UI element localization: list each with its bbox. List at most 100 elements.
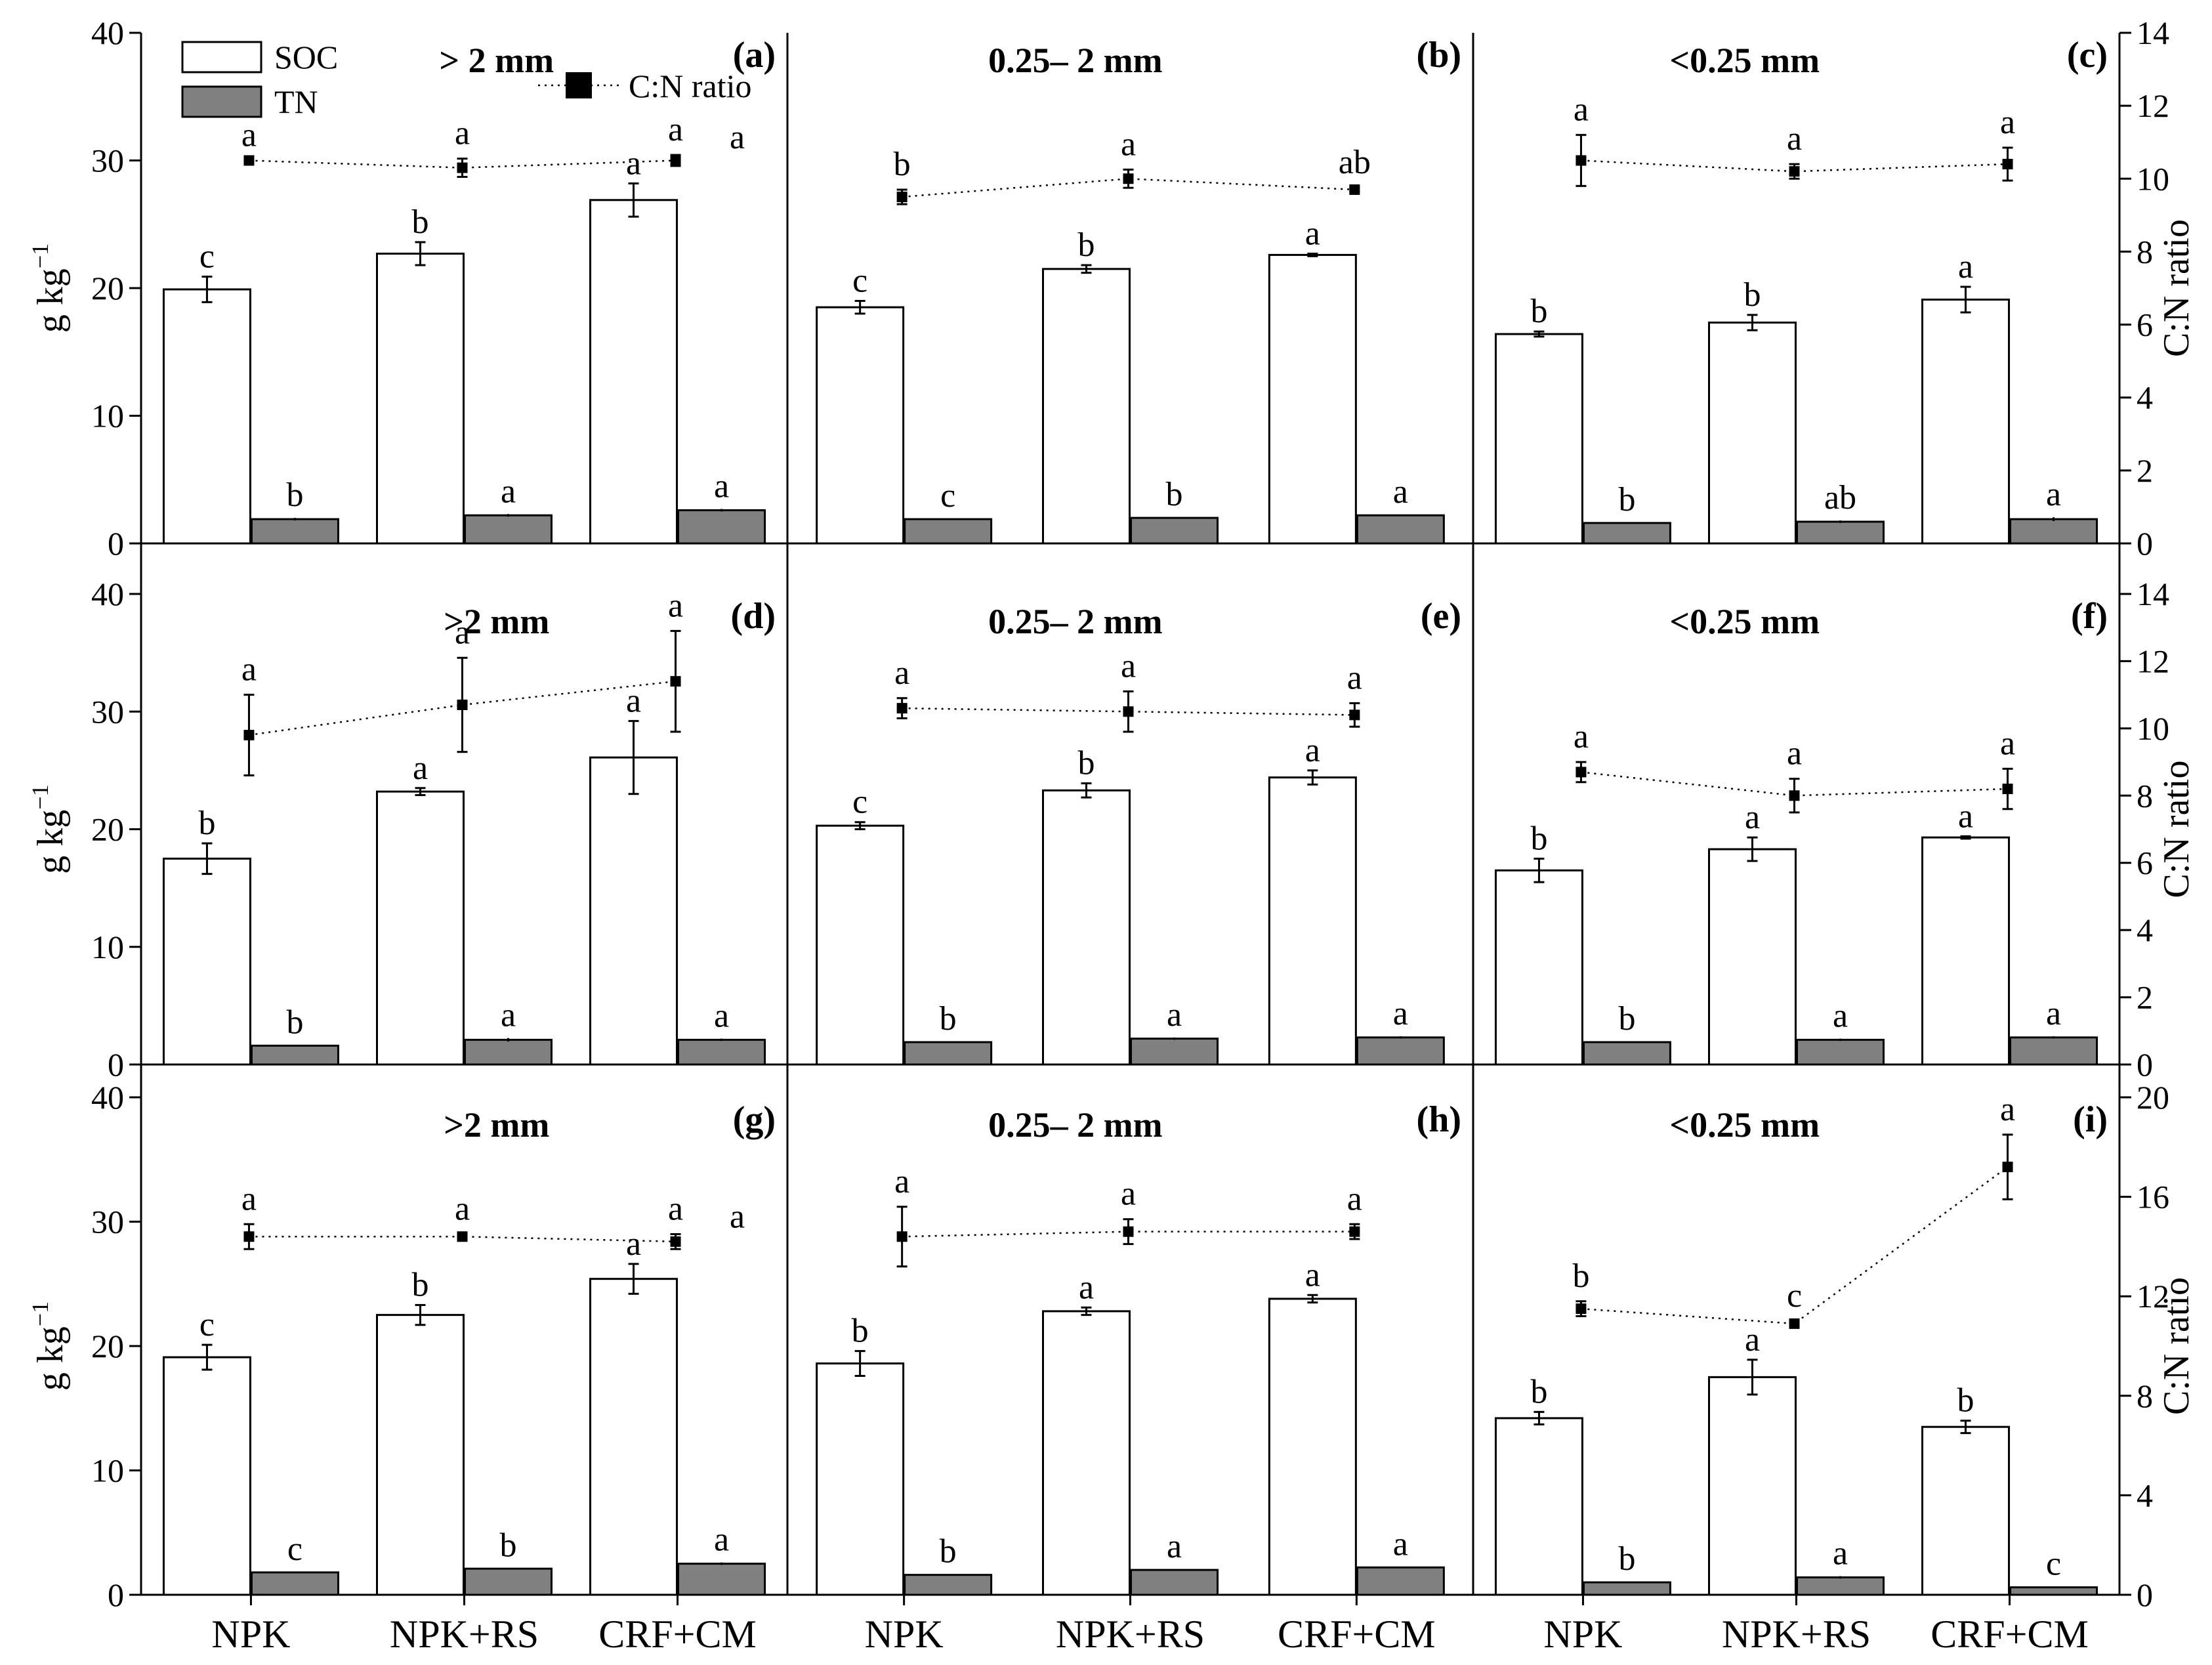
soc-bar <box>162 1356 251 1596</box>
left-tick-label: 20 <box>91 811 124 848</box>
soc-significance-label: b <box>1744 276 1761 314</box>
right-tick-label: 14 <box>2137 14 2169 51</box>
right-tick-label: 8 <box>2137 233 2153 270</box>
tn-bar <box>1356 1566 1445 1596</box>
cn-significance-label: a <box>894 654 909 692</box>
x-category-label: CRF+CM <box>598 1612 757 1656</box>
soc-significance-label: b <box>412 1266 429 1303</box>
tn-bar <box>1130 1038 1219 1066</box>
right-tick-label: 20 <box>2137 1079 2169 1116</box>
soc-bar <box>1042 1310 1131 1596</box>
left-tick-label: 40 <box>91 1079 124 1116</box>
tn-significance-label: b <box>1618 1540 1635 1578</box>
right-axis-label: C:N ratio <box>2156 761 2197 898</box>
tn-significance-label: a <box>1167 1528 1182 1565</box>
tn-bar <box>250 518 339 545</box>
tn-significance-label: a <box>714 998 729 1035</box>
cn-ratio-point <box>1789 790 1800 801</box>
left-tick-label: 0 <box>108 1046 124 1083</box>
soc-bar <box>162 857 251 1066</box>
legend: SOC TN C:N ratio <box>181 39 751 120</box>
tn-bar <box>1582 1581 1671 1596</box>
panel-label: (a) <box>733 35 776 75</box>
soc-significance-label: a <box>626 1225 641 1263</box>
left-tick-label: 10 <box>91 398 124 434</box>
right-tick-label: 8 <box>2137 1378 2153 1414</box>
soc-bar <box>816 306 905 545</box>
right-tick-label: 14 <box>2137 576 2169 612</box>
soc-significance-label: b <box>198 805 215 842</box>
soc-significance-label: a <box>1958 797 1973 835</box>
cn-ratio-point <box>1123 173 1134 184</box>
cn-ratio-point <box>1576 1303 1587 1315</box>
right-tick-label: 12 <box>2137 1278 2169 1315</box>
cn-significance-label: a <box>1121 125 1136 163</box>
left-axis-label-exponent: −1 <box>27 243 53 268</box>
right-tick-label: 4 <box>2137 379 2153 416</box>
soc-bar <box>1042 789 1131 1066</box>
right-tick-label: 0 <box>2137 1046 2153 1083</box>
cn-significance-label: a <box>455 115 470 152</box>
cn-ratio-line <box>249 159 676 169</box>
cn-ratio-point <box>670 1236 681 1247</box>
soc-significance-label: a <box>626 145 641 182</box>
right-tick-label: 8 <box>2137 777 2153 814</box>
tn-bar <box>1796 1038 1885 1066</box>
tn-significance-label: a <box>1167 996 1182 1034</box>
tn-significance-label: ab <box>1824 479 1856 516</box>
soc-significance-label: a <box>1745 1321 1760 1359</box>
right-tick-label: 4 <box>2137 912 2153 948</box>
cn-significance-label: a <box>1574 718 1589 755</box>
soc-bar <box>1042 268 1131 545</box>
panel-label: (b) <box>1417 35 1461 75</box>
tn-significance-label: a <box>1393 1525 1408 1563</box>
soc-bar <box>816 824 905 1066</box>
right-tick-label: 10 <box>2137 710 2169 747</box>
left-tick-label: 10 <box>91 929 124 965</box>
soc-significance-label: b <box>852 1313 869 1350</box>
soc-bar <box>1708 322 1797 545</box>
left-axis-label-text: g kg <box>30 268 71 333</box>
tn-significance-label: a <box>501 997 516 1034</box>
right-tick-label: 10 <box>2137 160 2169 197</box>
tn-bar <box>1356 1036 1445 1066</box>
tn-significance-label: a <box>501 473 516 510</box>
panel-label: (i) <box>2073 1099 2108 1140</box>
left-tick-label: 10 <box>91 1452 124 1489</box>
cn-ratio-point <box>896 703 908 714</box>
tn-significance-label: a <box>714 1521 729 1559</box>
soc-bar <box>1268 1297 1357 1596</box>
left-tick-label: 0 <box>108 525 124 562</box>
cn-significance-label: a <box>1787 120 1802 158</box>
tn-bar <box>250 1571 339 1596</box>
cn-significance-label: a <box>894 1163 909 1200</box>
tn-bar <box>1582 1041 1671 1066</box>
left-axis-label: g kg−1 <box>27 784 71 874</box>
panel-label: (h) <box>1417 1099 1461 1140</box>
soc-bar <box>816 1362 905 1596</box>
tn-significance-label: b <box>286 476 303 514</box>
panel-title: <0.25 mm <box>1669 41 1820 80</box>
cn-ratio-point <box>457 1231 468 1242</box>
x-category-label: NPK <box>211 1612 290 1656</box>
tn-bar <box>464 1567 553 1596</box>
left-tick-label: 0 <box>108 1576 124 1613</box>
soc-significance-label: a <box>1305 1256 1320 1294</box>
panel-h: b b a a a a a a a 0.25– 2 mm (h) <box>816 1099 1461 1596</box>
cn-significance-label: a <box>241 117 257 154</box>
right-tick-label: 16 <box>2137 1179 2169 1215</box>
cn-ratio-point <box>896 192 908 203</box>
cn-significance-label: a <box>1347 659 1362 696</box>
left-axis-label-text: g kg <box>30 1326 71 1391</box>
panel-label: (c) <box>2067 35 2108 75</box>
panel-title: >2 mm <box>444 602 549 641</box>
panel-title: 0.25– 2 mm <box>988 1105 1162 1145</box>
tn-significance-label: a <box>2046 995 2061 1032</box>
soc-significance-label: a <box>1305 732 1320 769</box>
panel-title: <0.25 mm <box>1669 1105 1820 1145</box>
